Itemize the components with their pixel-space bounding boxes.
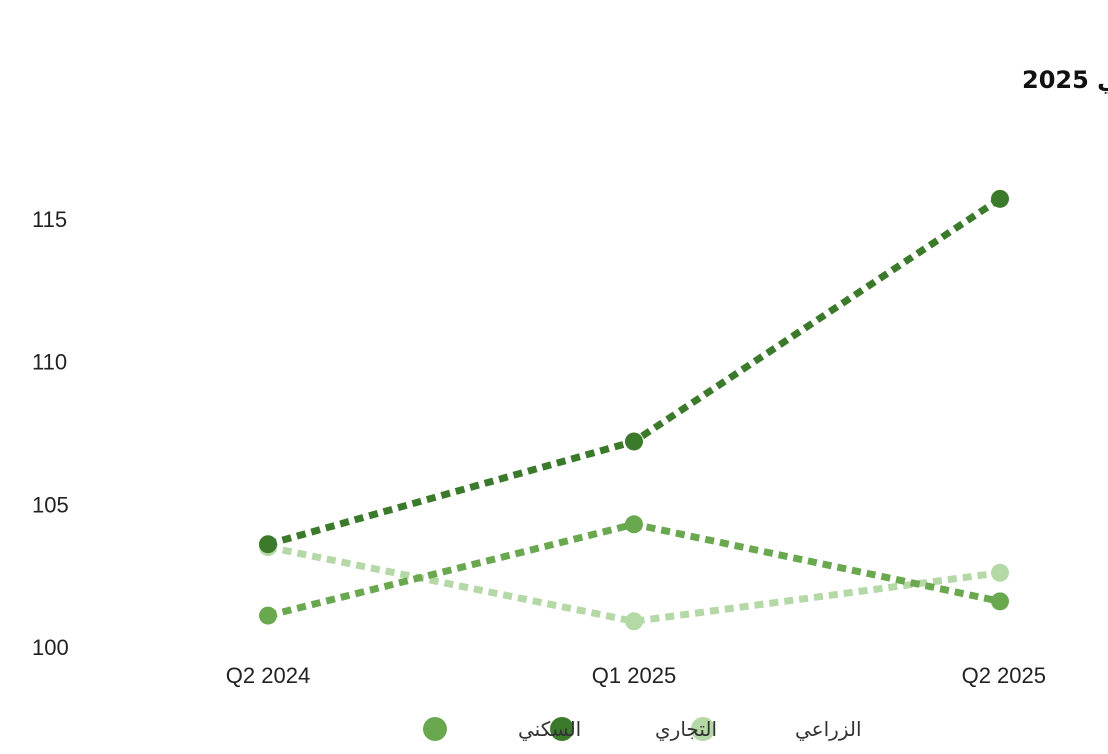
data-point [625, 515, 643, 534]
legend: الزراعي التجاري السكني [423, 717, 862, 742]
data-point [991, 189, 1009, 208]
y-axis-ticks: 100 105 110 115 [32, 207, 69, 660]
data-point [259, 535, 277, 554]
y-tick-label: 105 [32, 492, 69, 517]
series-line [267, 195, 1002, 548]
legend-label: السكني [518, 717, 581, 742]
legend-marker [550, 717, 574, 741]
y-tick-label: 100 [32, 635, 69, 660]
data-point [625, 612, 643, 631]
chart-title: التغير السنوي (%) في أسعار العقارات للقط… [1022, 64, 1108, 94]
legend-marker [691, 717, 715, 741]
series-points [259, 189, 1009, 631]
x-tick-label: Q1 2025 [592, 663, 676, 688]
x-tick-label: Q2 2024 [226, 663, 310, 688]
y-tick-label: 110 [32, 350, 67, 375]
data-point [991, 563, 1009, 582]
y-tick-label: 115 [32, 207, 67, 232]
legend-label: الزراعي [795, 717, 862, 742]
legend-label: التجاري [655, 717, 717, 742]
series-lines [267, 195, 1002, 625]
x-axis-ticks: Q2 2024 Q1 2025 Q2 2025 [226, 663, 1046, 688]
series-line [267, 543, 1001, 625]
data-point [625, 432, 643, 451]
data-point [991, 592, 1009, 611]
legend-marker [423, 717, 447, 741]
x-tick-label: Q2 2025 [962, 663, 1046, 688]
data-point [259, 606, 277, 625]
